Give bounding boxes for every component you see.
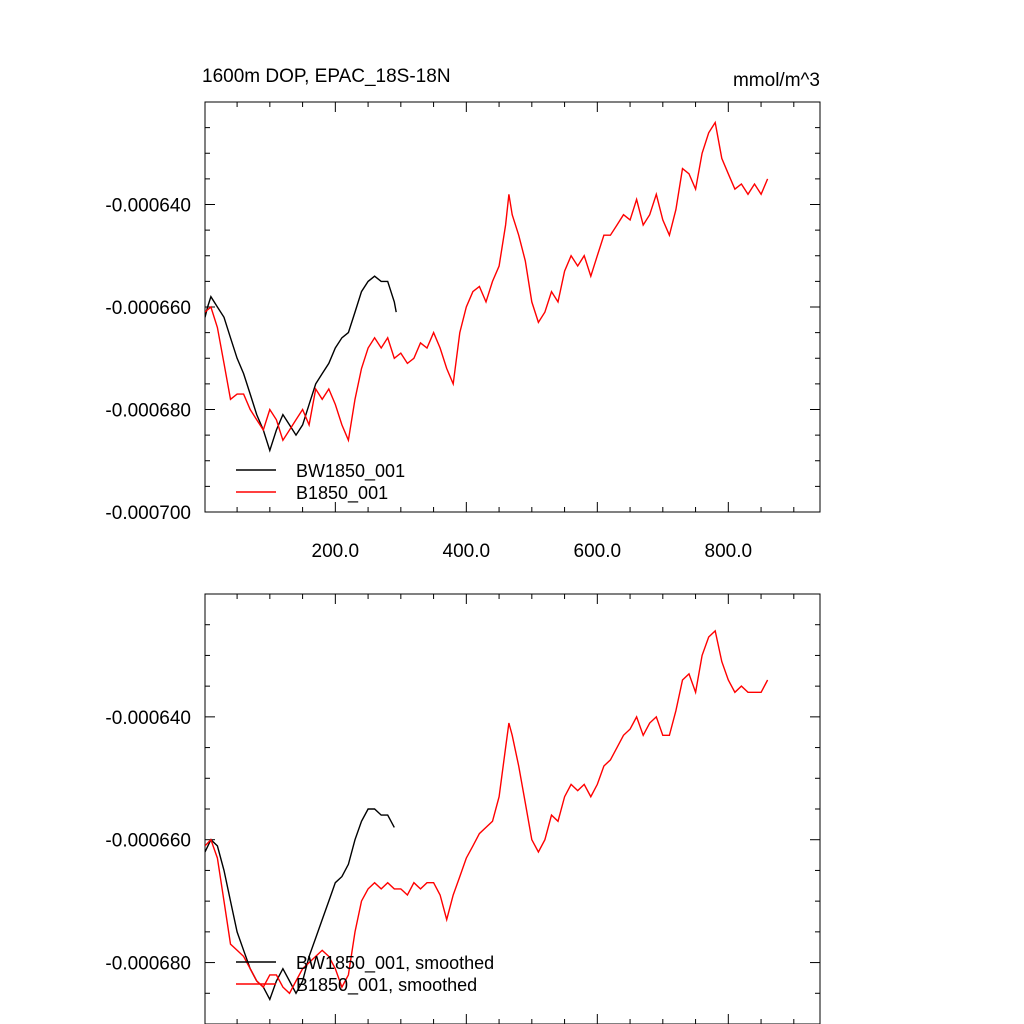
bottom-legend-label: B1850_001, smoothed [296, 975, 477, 996]
top-x-tick-label: 600.0 [574, 541, 622, 562]
bottom-series-group [205, 629, 769, 1002]
top-y-tick-label: -0.000660 [105, 298, 191, 319]
top-panel: 1600m DOP, EPAC_18S-18N mmol/m^3 200.0 40… [105, 66, 821, 562]
top-chart-units: mmol/m^3 [733, 70, 820, 91]
bottom-y-tick-label: -0.000640 [105, 708, 191, 729]
top-plot-frame [204, 101, 821, 513]
top-y-tick-label: -0.000640 [105, 196, 191, 217]
top-chart-title: 1600m DOP, EPAC_18S-18N [202, 66, 451, 87]
bottom-y-tick-label: -0.000680 [105, 954, 191, 975]
top-x-tick-label: 800.0 [705, 541, 753, 562]
bottom-axis-ticks: -0.000640 -0.000660 -0.000680 [105, 593, 820, 1024]
bottom-panel: -0.000640 -0.000660 -0.000680 BW1850_001, … [105, 593, 821, 1024]
top-x-tick-label: 400.0 [443, 541, 491, 562]
top-legend-label: BW1850_001 [296, 461, 405, 482]
top-legend-label: B1850_001 [296, 483, 388, 504]
top-y-tick-label: -0.000680 [105, 401, 191, 422]
top-series-group [205, 120, 769, 453]
top-series-line-b1850 [205, 120, 769, 443]
top-x-tick-label: 200.0 [312, 541, 360, 562]
top-series-line-bw1850 [205, 275, 397, 453]
bottom-y-tick-label: -0.000660 [105, 831, 191, 852]
bottom-legend-label: BW1850_001, smoothed [296, 953, 494, 974]
bottom-series-line-bw1850 [205, 808, 395, 1002]
bottom-series-line-b1850 [205, 629, 769, 995]
top-axis-ticks: 200.0 400.0 600.0 800.0 -0.000640 -0.000660 -0… [105, 101, 820, 562]
top-y-tick-label: -0.000700 [105, 503, 191, 524]
